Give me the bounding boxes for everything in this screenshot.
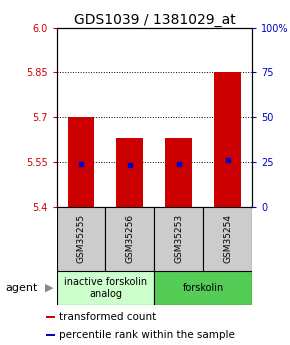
Bar <box>165 138 192 207</box>
Text: forskolin: forskolin <box>183 283 224 293</box>
Bar <box>155 271 252 305</box>
Text: percentile rank within the sample: percentile rank within the sample <box>59 331 235 340</box>
Text: GSM35253: GSM35253 <box>174 214 183 264</box>
Bar <box>214 72 241 207</box>
Bar <box>155 207 203 271</box>
Bar <box>57 207 106 271</box>
Title: GDS1039 / 1381029_at: GDS1039 / 1381029_at <box>74 12 235 27</box>
Text: GSM35256: GSM35256 <box>126 214 135 264</box>
Bar <box>106 207 155 271</box>
Text: inactive forskolin
analog: inactive forskolin analog <box>64 277 147 299</box>
Bar <box>117 138 144 207</box>
Bar <box>203 207 252 271</box>
Text: agent: agent <box>6 283 38 293</box>
Text: GSM35254: GSM35254 <box>223 214 232 264</box>
Bar <box>46 316 55 318</box>
Text: transformed count: transformed count <box>59 312 157 322</box>
Text: ▶: ▶ <box>45 283 54 293</box>
Text: GSM35255: GSM35255 <box>77 214 86 264</box>
Bar <box>46 334 55 336</box>
Bar <box>68 117 95 207</box>
Bar <box>57 271 155 305</box>
